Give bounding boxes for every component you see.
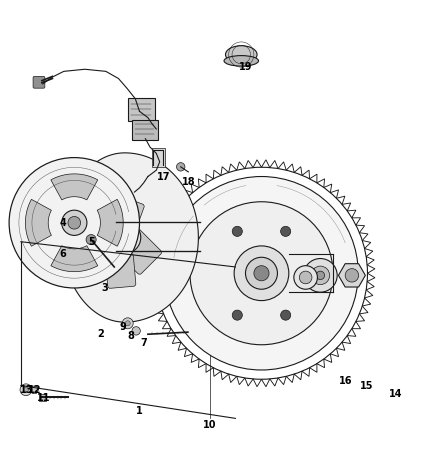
Circle shape (281, 310, 291, 320)
Polygon shape (338, 264, 365, 287)
Circle shape (109, 221, 141, 254)
Text: 12: 12 (28, 385, 42, 395)
Text: 3: 3 (102, 283, 108, 293)
Circle shape (86, 235, 96, 245)
Text: 17: 17 (157, 171, 170, 181)
Circle shape (190, 202, 333, 345)
Text: 19: 19 (239, 62, 252, 72)
Text: 9: 9 (119, 322, 126, 332)
Polygon shape (25, 200, 51, 246)
Text: 18: 18 (182, 177, 196, 187)
Polygon shape (62, 153, 198, 322)
Circle shape (62, 210, 87, 236)
Circle shape (9, 158, 140, 288)
Text: 15: 15 (360, 380, 373, 390)
Circle shape (165, 177, 358, 370)
Polygon shape (97, 200, 123, 246)
Polygon shape (30, 386, 38, 393)
Polygon shape (51, 246, 98, 272)
Text: 14: 14 (390, 389, 403, 399)
Circle shape (281, 226, 291, 237)
Circle shape (176, 162, 185, 171)
Circle shape (246, 257, 277, 289)
Text: 1: 1 (136, 406, 143, 416)
Text: 10: 10 (203, 420, 217, 430)
FancyBboxPatch shape (101, 194, 144, 243)
FancyBboxPatch shape (86, 224, 126, 267)
Ellipse shape (224, 56, 259, 66)
Circle shape (254, 266, 269, 281)
Ellipse shape (225, 46, 257, 63)
FancyBboxPatch shape (39, 394, 46, 401)
FancyBboxPatch shape (33, 76, 45, 88)
Text: 2: 2 (97, 329, 104, 339)
Circle shape (299, 271, 312, 284)
Circle shape (122, 318, 133, 329)
Text: 5: 5 (88, 237, 95, 247)
Circle shape (345, 269, 359, 282)
Circle shape (311, 266, 330, 285)
Circle shape (294, 266, 317, 289)
Circle shape (234, 246, 289, 301)
Text: 7: 7 (141, 339, 147, 349)
Text: 4: 4 (60, 218, 66, 228)
Circle shape (132, 327, 141, 335)
FancyBboxPatch shape (113, 226, 162, 275)
Circle shape (232, 310, 242, 320)
FancyBboxPatch shape (132, 120, 157, 140)
Circle shape (303, 258, 337, 292)
Text: 16: 16 (339, 376, 352, 386)
FancyBboxPatch shape (151, 148, 165, 167)
Circle shape (23, 387, 28, 392)
Circle shape (232, 226, 242, 237)
Text: 8: 8 (127, 332, 135, 342)
Text: 13: 13 (20, 385, 33, 395)
FancyBboxPatch shape (106, 254, 136, 288)
Circle shape (125, 321, 130, 326)
Circle shape (316, 271, 325, 280)
Circle shape (68, 217, 81, 229)
FancyBboxPatch shape (128, 98, 154, 121)
Polygon shape (51, 174, 98, 200)
Text: 11: 11 (37, 393, 50, 403)
Circle shape (20, 384, 32, 396)
Text: 6: 6 (60, 249, 66, 259)
